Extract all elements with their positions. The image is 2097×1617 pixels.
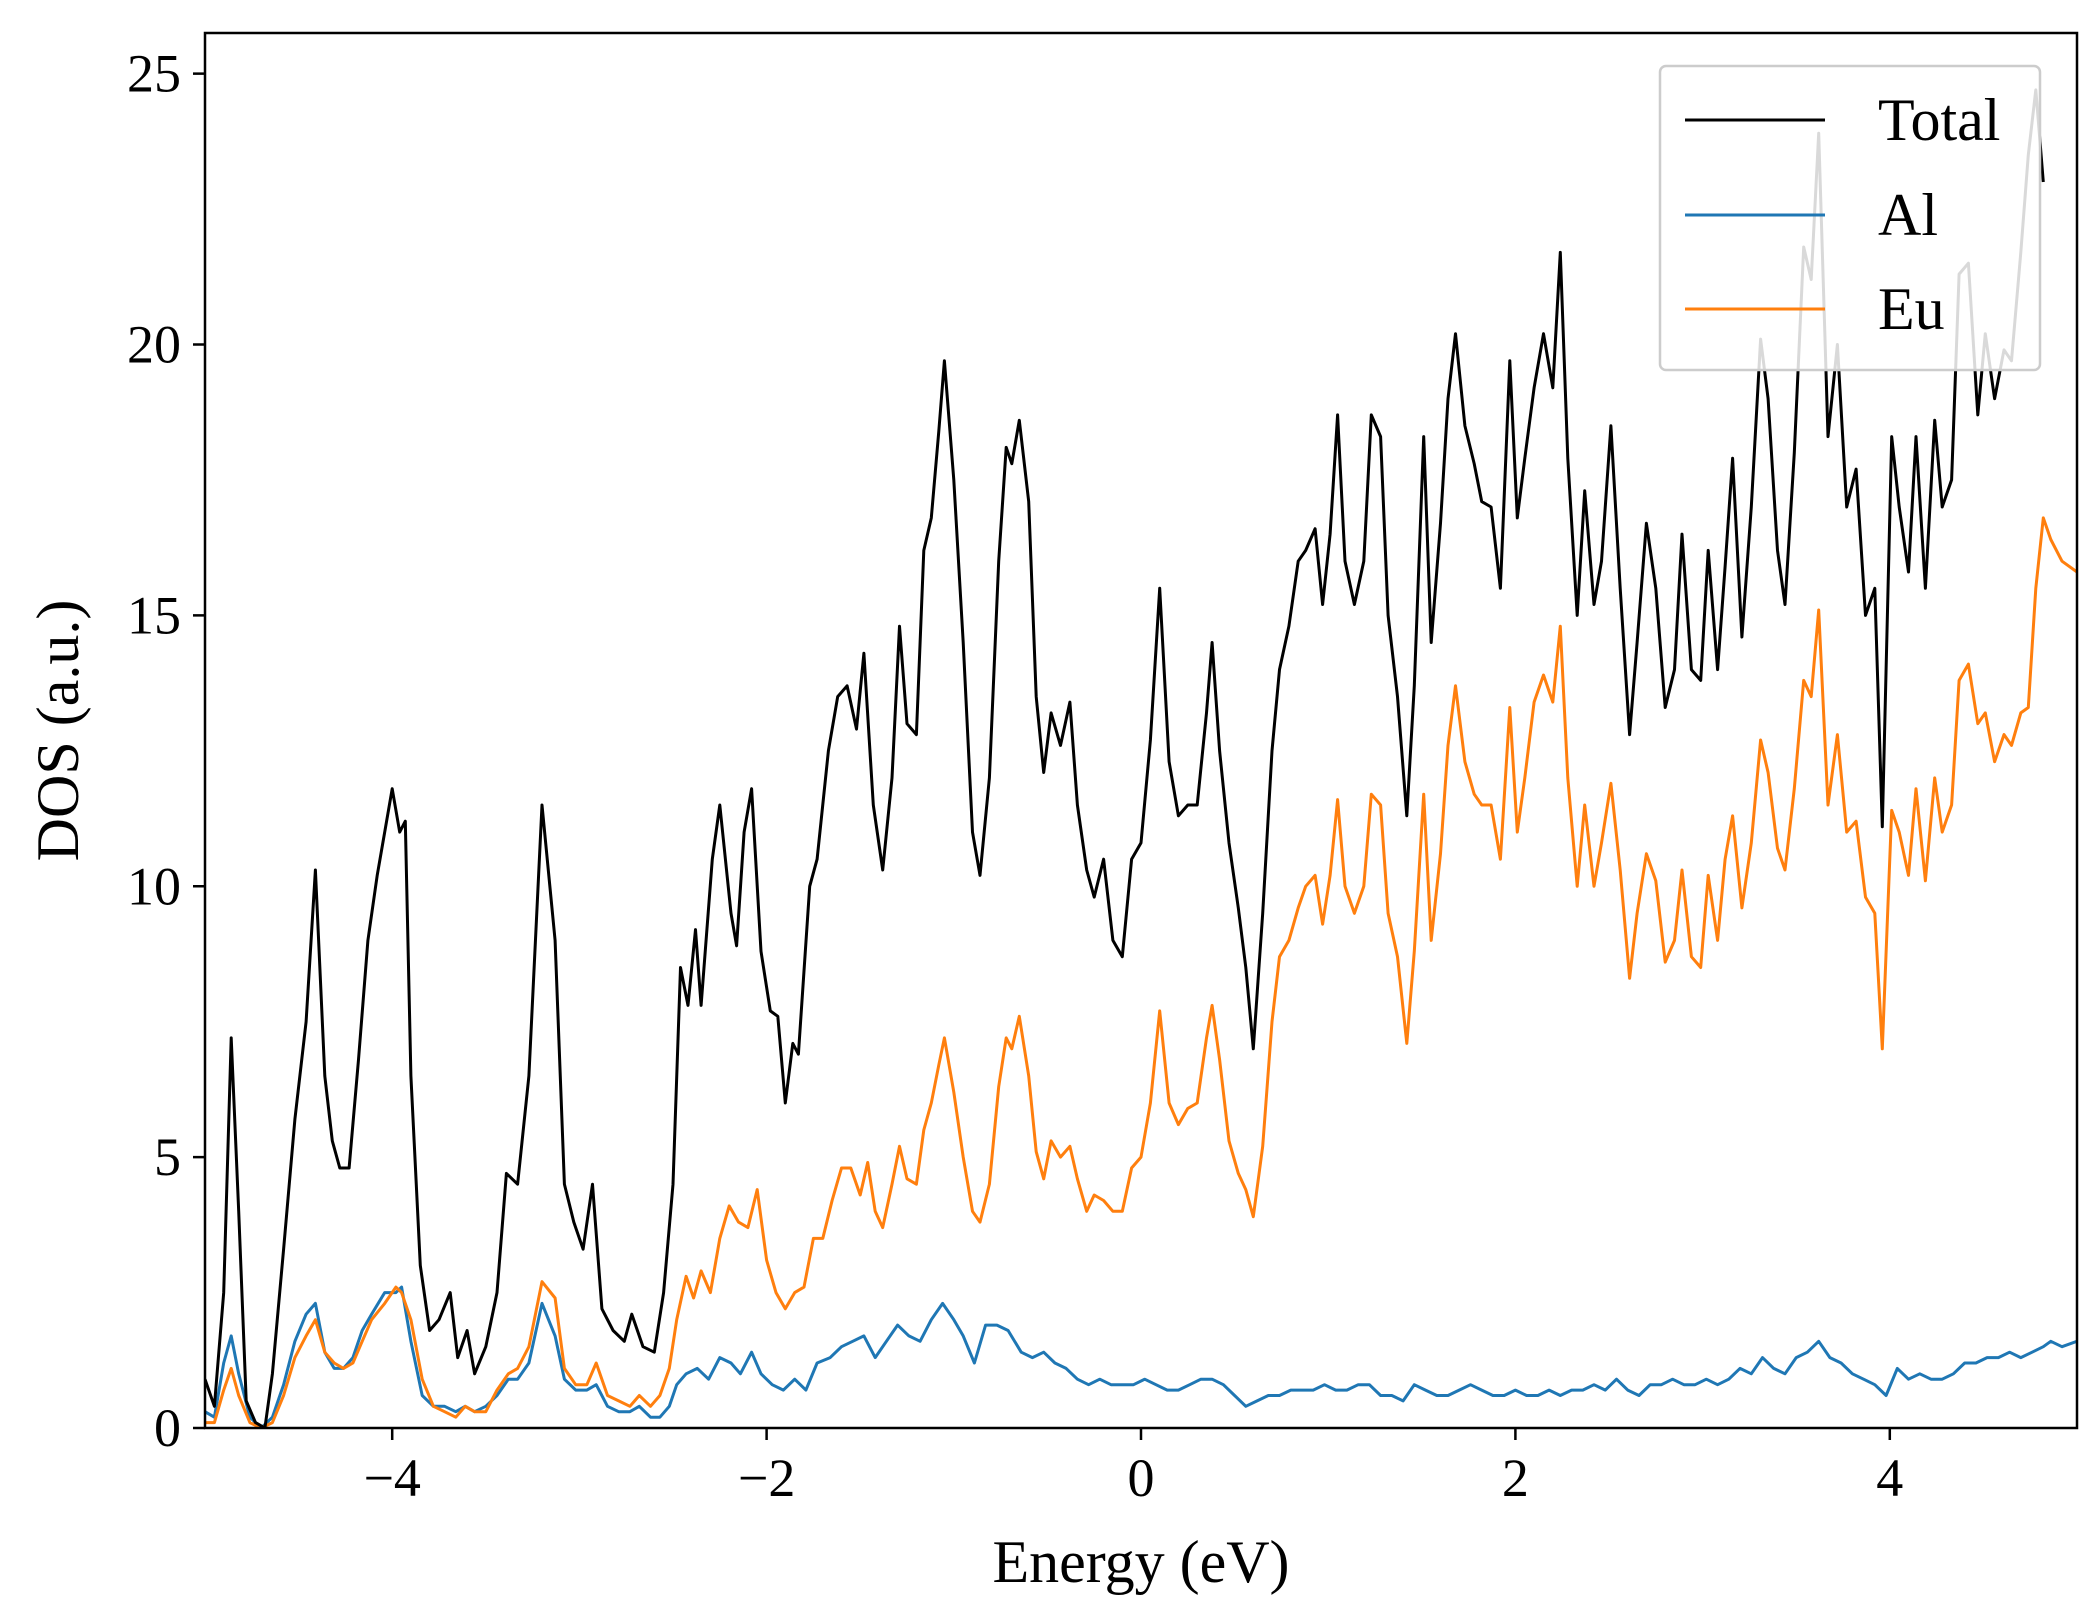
legend-label-eu: Eu — [1878, 276, 1945, 342]
y-tick-label: 15 — [127, 585, 181, 645]
x-tick-label: 0 — [1128, 1448, 1155, 1508]
series-layer — [205, 88, 2077, 1428]
legend-label-al: Al — [1878, 182, 1938, 248]
legend-box — [1658, 64, 2042, 372]
legend-label-total: Total — [1878, 87, 2000, 153]
series-line-eu — [205, 516, 2077, 1428]
y-tick-label: 20 — [127, 315, 181, 375]
y-tick-label: 25 — [127, 44, 181, 104]
x-tick-label: −2 — [738, 1448, 795, 1508]
x-tick-label: 2 — [1502, 1448, 1529, 1508]
y-tick-label: 5 — [154, 1127, 181, 1187]
y-axis: 0 5 10 15 20 25 — [127, 44, 205, 1458]
x-axis: −4 −2 0 2 4 — [363, 1428, 1903, 1508]
y-axis-label: DOS (a.u.) — [25, 600, 91, 862]
series-line-total — [205, 88, 2045, 1428]
y-tick-label: 0 — [154, 1398, 181, 1458]
y-tick-label: 10 — [127, 856, 181, 916]
x-tick-label: 4 — [1876, 1448, 1903, 1508]
x-axis-label: Energy (eV) — [992, 1529, 1289, 1595]
legend: Total Al Eu — [1658, 64, 2042, 372]
x-tick-label: −4 — [363, 1448, 420, 1508]
